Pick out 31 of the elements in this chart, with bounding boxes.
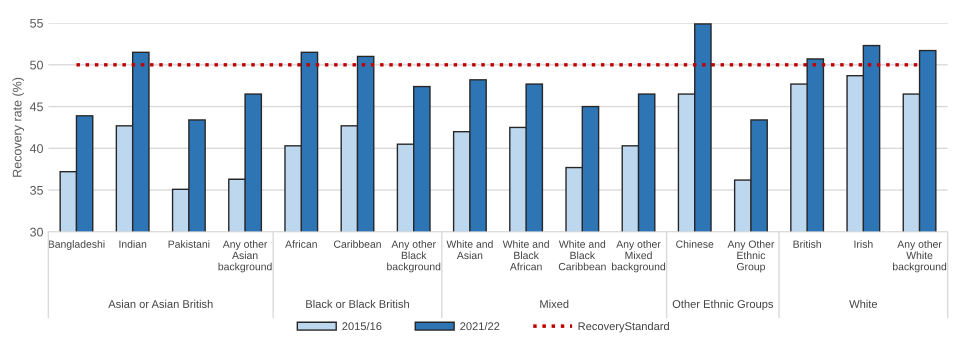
y-tick-label: 45 xyxy=(30,102,43,112)
x-tick-label: Any other Asian background xyxy=(218,240,272,272)
text: Asian or Asian British xyxy=(108,300,213,308)
x-tick-label: Any other Black background xyxy=(387,240,440,272)
y-tick-label: 55 xyxy=(30,18,43,28)
x-tick-label: Any Other Ethnic Group xyxy=(728,240,774,272)
x-tick-label: Indian xyxy=(119,240,146,248)
y-tick-label: 30 xyxy=(30,228,43,237)
x-tick-label: Any other White background xyxy=(893,240,946,272)
legend-label: 2015/16 xyxy=(342,322,382,330)
y-tick-label: 40 xyxy=(30,144,43,153)
text: Mixed xyxy=(540,300,568,308)
y-tick-label: 50 xyxy=(30,60,43,70)
text: Black or Black British xyxy=(306,300,409,308)
x-tick-label: Chinese xyxy=(676,240,714,248)
x-tick-label: British xyxy=(794,240,821,248)
x-tick-label: Caribbean xyxy=(334,240,381,248)
x-tick-label: White and Black African xyxy=(502,240,549,270)
text: White xyxy=(849,300,878,308)
legend-label: 2021/22 xyxy=(460,322,500,330)
x-tick-label: African xyxy=(285,240,317,248)
y-axis-title: Recovery rate (%) xyxy=(12,78,24,177)
x-tick-label: Irish xyxy=(854,240,873,248)
x-tick-label: Bangladeshi xyxy=(48,240,104,250)
x-tick-label: White and Asian xyxy=(446,240,493,260)
x-tick-label: Any other Mixed background xyxy=(612,240,666,272)
x-tick-label: White and Black Caribbean xyxy=(558,240,606,270)
text: Other Ethnic Groups xyxy=(672,300,774,310)
x-tick-label: Pakistani xyxy=(168,240,210,248)
y-tick-label: 35 xyxy=(30,186,43,195)
legend-label: RecoveryStandard xyxy=(578,322,669,332)
